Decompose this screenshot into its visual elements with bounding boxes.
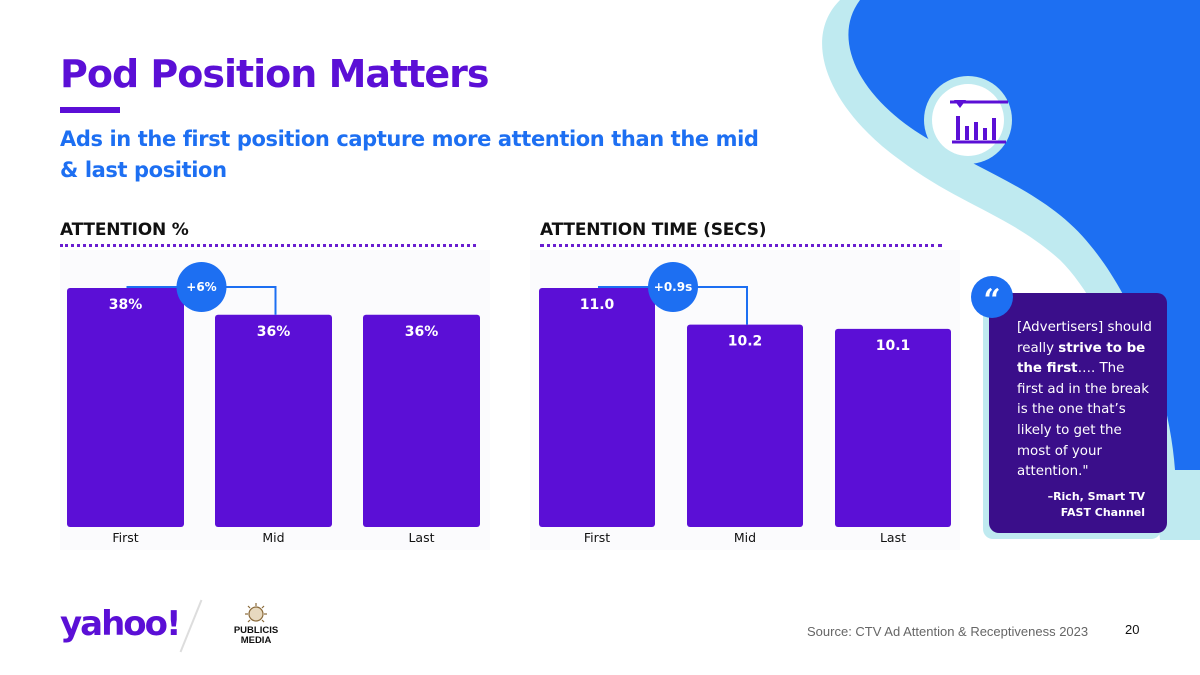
- quote-card: [989, 293, 1167, 533]
- difference-badge: [648, 262, 698, 312]
- difference-label: +6%: [186, 280, 216, 294]
- difference-badge: [176, 262, 227, 312]
- chart-title-attention-pct: ATTENTION %: [60, 220, 189, 240]
- bar-mid: [687, 324, 803, 527]
- page-number: 20: [1125, 622, 1140, 637]
- quote-text: [Advertisers] should really strive to be…: [1017, 318, 1152, 483]
- data-label: 38%: [109, 297, 143, 313]
- chart-title-attention-time: ATTENTION TIME (SECS): [540, 220, 767, 240]
- bar-first: [539, 288, 655, 527]
- quote-part2: …. The first ad in the break is the one …: [1017, 361, 1149, 480]
- title-underline: [60, 107, 120, 113]
- page-subtitle: Ads in the first position capture more a…: [60, 127, 759, 182]
- bar-mid: [215, 314, 332, 527]
- category-label: First: [112, 530, 138, 545]
- quote-part1: [Advertisers] should really: [1017, 320, 1152, 356]
- chart-title-underline: [60, 244, 476, 247]
- category-label: First: [584, 530, 610, 545]
- page-title: Pod Position Matters: [60, 52, 489, 96]
- data-label: 10.1: [876, 338, 911, 354]
- yahoo-logo: yahoo!: [60, 604, 182, 644]
- quote-author-line1: –Rich, Smart TV: [1047, 490, 1145, 503]
- data-label: 10.2: [728, 334, 763, 350]
- chart-icon: [924, 76, 1012, 164]
- data-label: 36%: [405, 324, 439, 340]
- quote-author: –Rich, Smart TV FAST Channel: [1000, 489, 1145, 521]
- publicis-wordmark-line2: MEDIA: [240, 635, 272, 646]
- bar-first: [67, 288, 184, 527]
- category-label: Last: [408, 530, 434, 545]
- chart-title-underline: [540, 244, 942, 247]
- bar-last: [363, 314, 480, 527]
- category-label: Mid: [262, 530, 284, 545]
- difference-label: +0.9s: [654, 280, 692, 294]
- data-label: 36%: [257, 324, 291, 340]
- quote-mark-icon: “: [971, 276, 1013, 318]
- attention-pct-chart: 38% First 36% Mid 36% Last +6%: [60, 250, 490, 550]
- publicis-wordmark-line1: PUBLICIS: [233, 625, 279, 636]
- category-label: Last: [880, 530, 906, 545]
- source-note: Source: CTV Ad Attention & Receptiveness…: [807, 624, 1089, 639]
- attention-time-chart: 11.0 First 10.2 Mid 10.1 Last +0.9s: [530, 250, 960, 550]
- quote-author-line2: FAST Channel: [1060, 506, 1145, 519]
- category-label: Mid: [734, 530, 756, 545]
- publicis-media-wordmark: PUBLICIS MEDIA: [218, 626, 294, 646]
- publicis-media-logo: [245, 603, 267, 623]
- bar-last: [835, 328, 951, 527]
- data-label: 11.0: [580, 297, 615, 313]
- quote-emphasis: strive to be the first: [1017, 340, 1146, 377]
